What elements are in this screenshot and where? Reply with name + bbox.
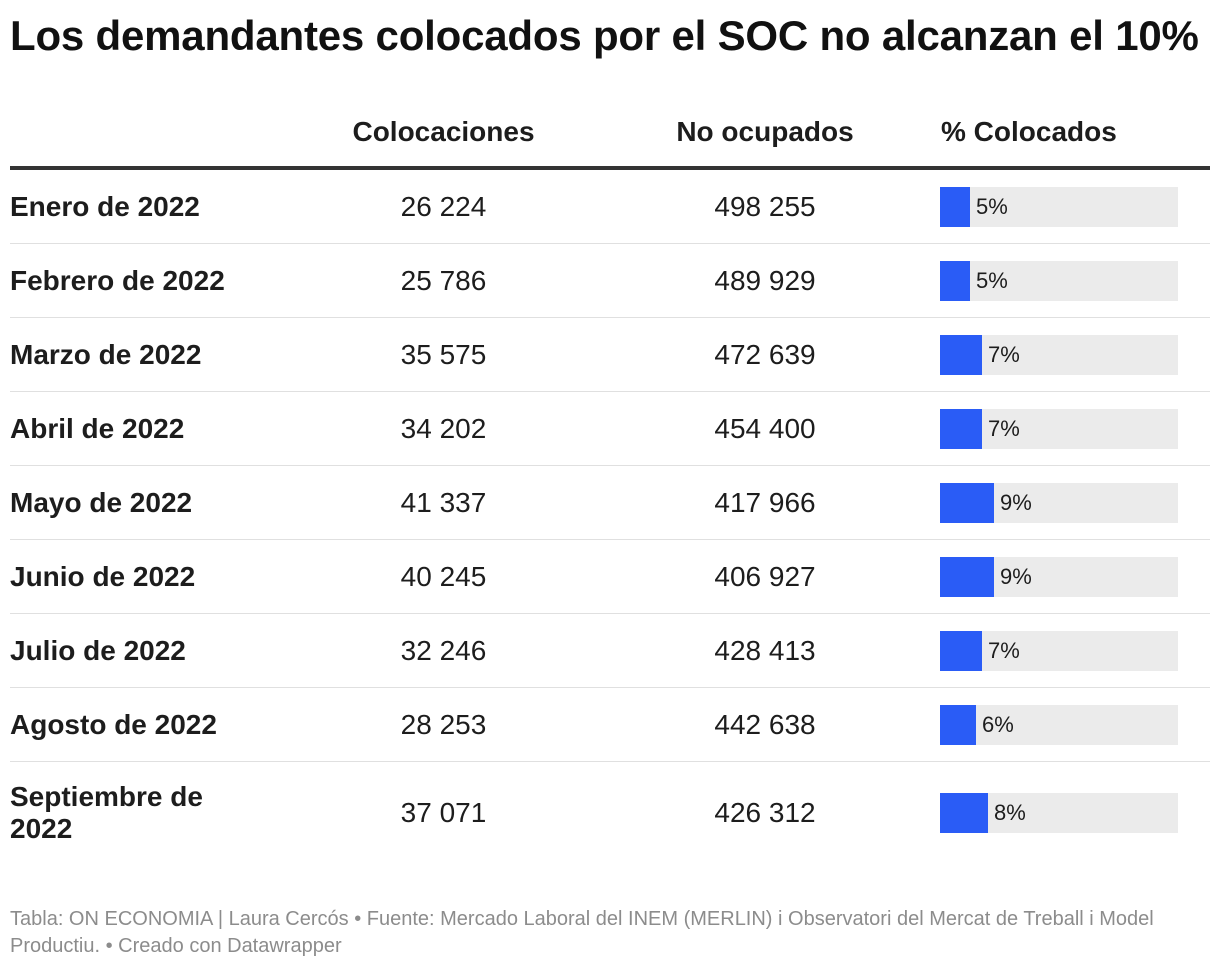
source-footer: Tabla: ON ECONOMIA | Laura Cercós • Fuen…	[10, 908, 1154, 957]
cell-no-ocupados: 472 639	[714, 338, 816, 370]
bar-pct-colocados	[940, 186, 970, 227]
bar-value-label: 8%	[994, 800, 1026, 825]
table-row: Agosto de 2022 28 253 442 638 6%	[10, 688, 1210, 762]
data-table: Colocaciones No ocupados % Colocados Ene…	[10, 100, 1210, 864]
bar-value-label: 7%	[988, 341, 1020, 367]
bar-pct-colocados	[940, 482, 994, 523]
bar-value-label: 7%	[988, 415, 1020, 441]
row-label: Abril de 2022	[10, 412, 185, 444]
cell-colocaciones: 26 224	[400, 190, 487, 222]
cell-no-ocupados: 442 638	[714, 708, 816, 740]
cell-no-ocupados: 454 400	[714, 412, 816, 444]
bar-track: 7%	[940, 408, 1178, 449]
cell-colocaciones: 40 245	[400, 560, 487, 592]
bar-value-label: 5%	[976, 193, 1008, 219]
bar-pct-colocados	[940, 556, 994, 597]
table-row: Abril de 2022 34 202 454 400 7%	[10, 392, 1210, 466]
table-header: Colocaciones No ocupados % Colocados	[10, 100, 1210, 170]
bar-value-label: 9%	[1000, 489, 1032, 515]
cell-colocaciones: 25 786	[400, 264, 487, 296]
bar-track: 9%	[940, 482, 1178, 523]
bar-pct-colocados	[940, 260, 970, 301]
bar-track: 9%	[940, 556, 1178, 597]
row-label: Febrero de 2022	[10, 264, 225, 296]
table-row: Febrero de 2022 25 786 489 929 5%	[10, 244, 1210, 318]
cell-colocaciones: 35 575	[400, 338, 487, 370]
bar-value-label: 7%	[988, 637, 1020, 663]
row-label: Enero de 2022	[10, 190, 200, 222]
bar-track: 7%	[940, 334, 1178, 375]
row-label: Junio de 2022	[10, 560, 196, 592]
table-row: Mayo de 2022 41 337 417 966 9%	[10, 466, 1210, 540]
bar-pct-colocados	[940, 793, 988, 833]
cell-colocaciones: 32 246	[400, 634, 487, 666]
bar-pct-colocados	[940, 704, 976, 745]
table-row: Marzo de 2022 35 575 472 639 7%	[10, 318, 1210, 392]
bar-track: 6%	[940, 704, 1178, 745]
header-no-ocupados: No ocupados	[676, 116, 854, 147]
table-row: Enero de 2022 26 224 498 255 5%	[10, 170, 1210, 244]
bar-track: 5%	[940, 186, 1178, 227]
row-label: Septiembre de 2022	[10, 781, 203, 844]
row-label: Agosto de 2022	[10, 708, 217, 740]
bar-value-label: 6%	[982, 711, 1014, 737]
cell-colocaciones: 37 071	[400, 797, 487, 828]
cell-no-ocupados: 417 966	[714, 486, 816, 518]
table-row: Julio de 2022 32 246 428 413 7%	[10, 614, 1210, 688]
table-row: Septiembre de 2022 37 071 426 312 8%	[10, 762, 1210, 864]
bar-pct-colocados	[940, 630, 982, 671]
header-pct-colocados: % Colocados	[941, 116, 1117, 147]
bar-value-label: 5%	[976, 267, 1008, 293]
cell-colocaciones: 41 337	[400, 486, 487, 518]
table-body: Enero de 2022 26 224 498 255 5% Febrero de 2…	[10, 170, 1210, 864]
row-label: Julio de 2022	[10, 634, 186, 666]
row-label: Mayo de 2022	[10, 486, 193, 518]
cell-no-ocupados: 426 312	[714, 797, 816, 828]
bar-pct-colocados	[940, 408, 982, 449]
cell-no-ocupados: 406 927	[714, 560, 816, 592]
bar-track: 7%	[940, 630, 1178, 671]
bar-track: 8%	[940, 793, 1178, 833]
chart-title: Los demandantes colocados por el SOC no …	[10, 12, 1199, 59]
cell-no-ocupados: 498 255	[714, 190, 816, 222]
cell-colocaciones: 28 253	[400, 708, 487, 740]
header-colocaciones: Colocaciones	[352, 116, 535, 147]
bar-pct-colocados	[940, 334, 982, 375]
cell-no-ocupados: 428 413	[714, 634, 816, 666]
cell-colocaciones: 34 202	[400, 412, 487, 444]
row-label: Marzo de 2022	[10, 338, 202, 370]
bar-value-label: 9%	[1000, 563, 1032, 589]
table-row: Junio de 2022 40 245 406 927 9%	[10, 540, 1210, 614]
cell-no-ocupados: 489 929	[714, 264, 816, 296]
bar-track: 5%	[940, 260, 1178, 301]
